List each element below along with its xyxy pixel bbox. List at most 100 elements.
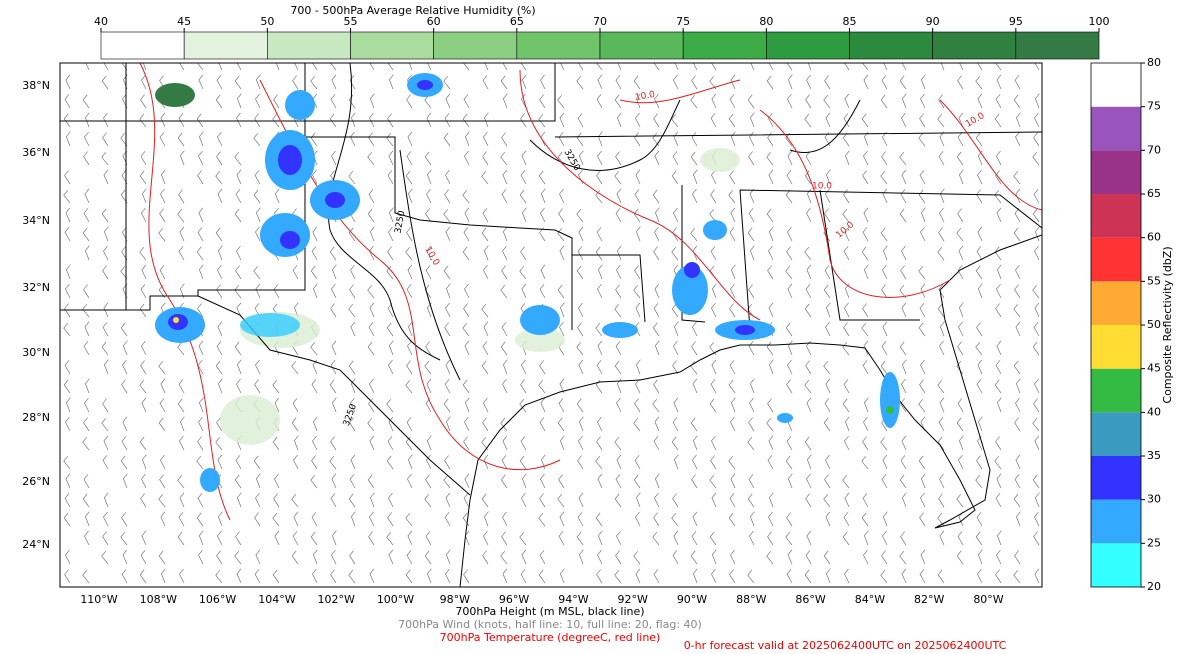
wind-barb [121,512,128,527]
wind-barb [540,264,546,280]
wind-barb [766,341,774,356]
wind-barb [994,63,1002,71]
wind-barb [82,303,90,318]
wind-barb [426,112,432,128]
wind-barb [1032,474,1040,489]
wind-barb [844,435,850,451]
wind-barb [615,284,622,299]
wind-barb [198,74,204,90]
wind-barb [179,568,185,584]
wind-barb [367,284,375,299]
wind-barb [216,550,223,565]
wind-barb [690,151,698,166]
wind-barb [824,474,831,489]
wind-barb [787,150,793,166]
wind-barb [595,379,603,394]
wind-barb [63,455,71,470]
wind-barb [768,169,774,185]
wind-barb [139,436,147,451]
wind-barb [388,207,394,223]
wind-barb [786,379,793,394]
wind-barb [482,417,489,432]
wind-barb [557,493,565,508]
rh-color-swatch [100,31,185,60]
wind-barb [406,94,413,109]
wind-barb [918,132,926,147]
wind-barb [445,549,451,565]
wind-barb [766,417,774,432]
wind-barb [786,436,793,451]
latitude-label: 34°N [22,214,50,227]
wind-barb [861,512,869,527]
rh-tick-label: 80 [759,15,773,28]
wind-barb [767,132,774,147]
wind-barb [84,511,90,527]
wind-barb [481,436,489,451]
wind-barb [823,493,831,508]
wind-barb [234,151,242,166]
wind-barb [273,284,280,299]
wind-barb [405,170,413,185]
wind-barb [501,531,508,546]
wind-barb [310,132,318,147]
wind-barb [1014,474,1021,489]
wind-barb [122,93,128,109]
wind-barb [861,246,869,261]
wind-barb [635,226,641,242]
wind-barb [730,264,736,280]
wind-barb [672,493,679,508]
wind-barb [768,359,774,375]
wind-barb [234,550,242,565]
wind-barb [558,398,565,413]
wind-barb [975,531,983,546]
wind-barb [387,246,394,261]
wind-barb [940,63,945,71]
wind-barb [749,530,755,546]
wind-barb [692,435,698,451]
rh-color-swatch [433,31,518,60]
wind-barb [1034,302,1040,318]
wind-barb [977,359,983,375]
wind-barb [1033,132,1040,147]
wind-barb [863,530,869,546]
wind-barb [406,360,413,375]
wind-barb [348,303,356,318]
wind-barb [217,245,223,261]
wind-barb [995,493,1002,508]
wind-barb [652,531,660,546]
longitude-label: 94°W [558,593,588,606]
wind-barb [140,360,147,375]
wind-barb [424,284,432,299]
map-frame [59,62,1043,588]
wind-barb [310,341,318,356]
wind-barb [540,207,546,223]
wind-barb [330,436,337,451]
wind-barb [843,246,850,261]
wind-barb [198,416,204,432]
wind-barb [501,455,508,470]
longitude-label: 84°W [855,593,885,606]
wind-barb [958,245,964,261]
wind-barb [387,436,394,451]
wind-barb [426,188,432,204]
wind-barb [1014,550,1021,565]
wind-barb [501,265,508,280]
wind-barb [653,569,660,584]
wind-barb [65,549,71,565]
wind-barb [824,265,831,280]
reflectivity-tick-label: 75 [1147,100,1161,113]
wind-barb [899,284,907,299]
reflectivity-tick-label: 40 [1147,405,1161,418]
wind-barb [274,397,280,413]
wind-barb [177,208,185,223]
wind-barb [729,170,736,185]
wind-barb [519,265,527,280]
wind-barb [272,379,280,394]
wind-barb [178,246,185,261]
wind-barb [560,63,565,71]
wind-barb [84,321,90,337]
wind-barb [880,360,888,375]
wind-barb [957,341,964,356]
wind-barb [159,208,166,223]
rh-tick-label: 95 [1009,15,1023,28]
